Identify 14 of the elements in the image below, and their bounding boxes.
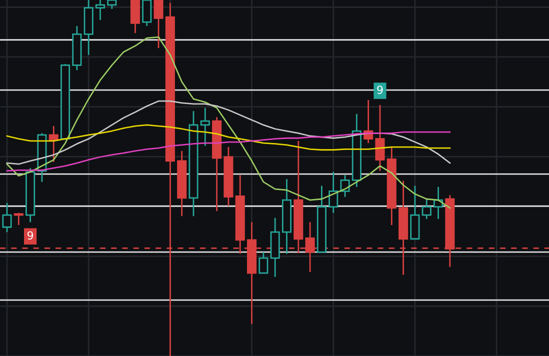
candlestick [2,202,12,233]
candlestick [410,185,420,240]
candlestick [258,251,268,274]
candlestick [154,0,164,49]
candlestick [422,198,432,220]
annotation: 9 [27,231,34,240]
candlestick [130,0,140,34]
candlestick [95,0,106,21]
annotation: 9 [377,86,383,94]
candlestick [48,125,58,163]
candlestick [375,104,385,172]
candlestick [328,171,338,214]
candlestick [200,107,210,147]
candlestick [142,0,152,27]
